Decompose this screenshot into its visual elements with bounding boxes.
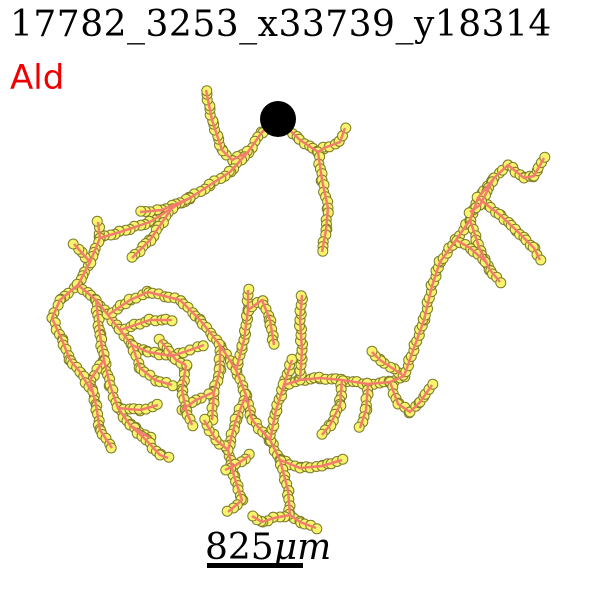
- neurite-centerline: [316, 151, 330, 253]
- scale-value: 825: [205, 527, 274, 568]
- neurite-centerline: [149, 151, 249, 224]
- neurite-centerline: [129, 424, 169, 460]
- neurite-centerline: [119, 318, 172, 332]
- neurite-centerline: [147, 343, 205, 358]
- neurite-centerline: [234, 290, 250, 371]
- neurite-node: [187, 420, 199, 432]
- neurite-centerline: [88, 359, 114, 449]
- scale-bar-label: 825μm: [205, 527, 331, 568]
- neurite-node: [181, 359, 193, 371]
- neurite-node: [199, 413, 211, 425]
- neurite-centerline: [226, 394, 248, 513]
- soma-marker: [260, 101, 296, 137]
- neurite-node: [221, 505, 233, 517]
- neurite-centerline: [107, 290, 149, 317]
- neurite-centerline: [73, 243, 91, 263]
- neurite-centerline: [139, 196, 191, 214]
- neurite-centerline: [469, 177, 496, 214]
- neurite-centerline: [321, 379, 344, 436]
- neurite-centerline: [180, 364, 194, 426]
- neurite-nodes: [46, 85, 551, 535]
- neurite-centerline: [358, 383, 370, 429]
- neurite-centerline: [50, 237, 102, 341]
- neurite-centerline: [77, 284, 149, 354]
- neurite-node: [91, 215, 103, 227]
- neurite-centerline: [402, 219, 472, 377]
- neurite-centerline: [268, 359, 294, 441]
- neurite-centerline: [202, 419, 229, 451]
- neurite-centerline: [117, 403, 159, 412]
- neurite-centerline: [298, 294, 304, 381]
- neurite-centerline: [96, 220, 151, 240]
- neurite-centerline: [455, 238, 487, 263]
- sample-title: 17782_3253_x33739_y18314: [10, 4, 552, 45]
- neurite-centerline: [78, 371, 94, 393]
- neurite-centerline: [277, 118, 347, 154]
- neurite-centerline: [247, 298, 276, 346]
- neurite-node: [337, 453, 349, 465]
- neurite-centerline: [60, 339, 81, 373]
- neurite-centerline: [181, 390, 215, 412]
- neurite-centerline: [388, 381, 434, 414]
- scale-unit: μm: [273, 527, 332, 568]
- neurite-node: [167, 380, 179, 392]
- neurite-centerline: [251, 419, 343, 470]
- neurite-centerline: [159, 339, 187, 367]
- neurite-centerline: [477, 197, 542, 261]
- neurite-centerline: [210, 345, 222, 421]
- neurite-centerline: [204, 89, 279, 162]
- neurite-centerline: [251, 513, 291, 524]
- neurite-centerline: [131, 207, 174, 259]
- scale-bar: [207, 563, 303, 568]
- neurite-centerline: [371, 351, 405, 378]
- neurite-centerline: [224, 453, 251, 472]
- neurite-centerline: [130, 344, 173, 387]
- cell-type-label: Ald: [10, 58, 65, 98]
- neurite-node: [340, 122, 352, 134]
